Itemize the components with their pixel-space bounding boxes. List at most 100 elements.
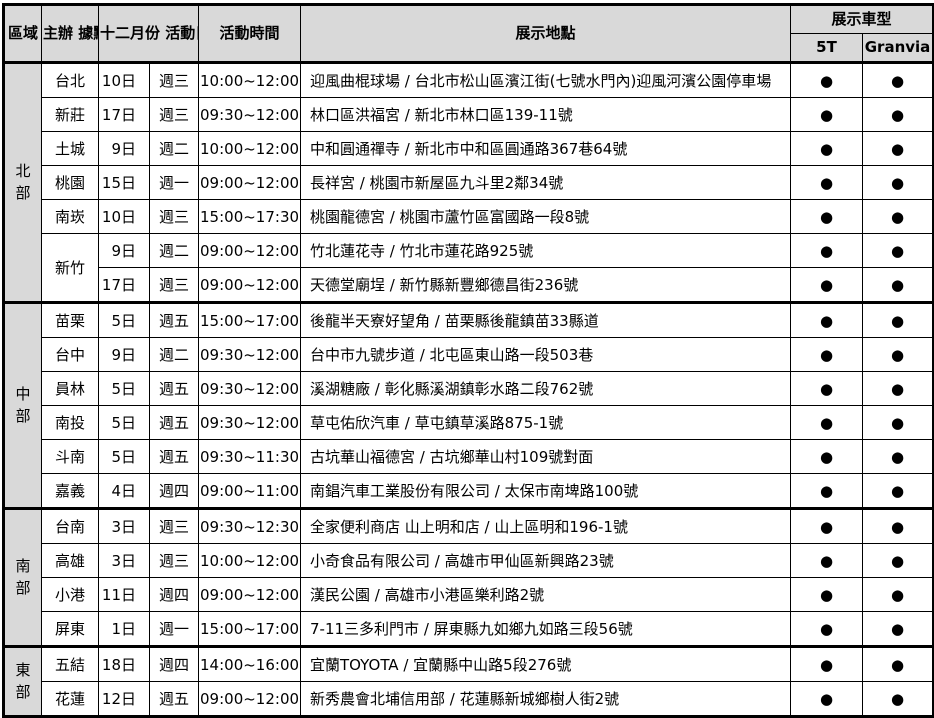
table-header: 區域 主辦 據點 十二月份 活動日期 活動時間 展示地點 展示車型 5T Gra… — [3, 4, 934, 63]
host-cell: 台北 — [41, 61, 99, 98]
location-cell: 林口區洪福宮 / 新北市林口區139-11號 — [300, 97, 792, 132]
time-cell: 09:00~12:00 — [198, 681, 302, 717]
table-row: 高雄 3日 週三 10:00~12:00 小奇食品有限公司 / 高雄市甲仙區新興路23號… — [4, 543, 934, 578]
date-cell: 11日 — [98, 577, 150, 612]
model-5t-dot: ● — [790, 371, 864, 406]
weekday-cell: 週二 — [148, 233, 200, 268]
table-row: 東部 五結 18日 週四 14:00~16:00 宜蘭TOYOTA / 宜蘭縣中山路5段2… — [3, 645, 934, 717]
model-granvia-dot: ● — [862, 97, 934, 132]
region-label: 東部 — [15, 660, 31, 701]
time-cell: 15:00~17:30 — [198, 199, 302, 234]
schedule-table-body: 北部 台北 10日 週三 10:00~12:00 迎風曲棍球場 / 台北市松山區濱江街(七… — [3, 61, 934, 717]
weekday-cell: 週四 — [148, 645, 200, 682]
header-model-group: 展示車型 — [790, 4, 934, 34]
region-label: 中部 — [15, 384, 31, 425]
host-cell: 台中 — [41, 337, 99, 372]
model-5t-dot: ● — [790, 681, 864, 717]
time-cell: 10:00~12:00 — [198, 131, 302, 166]
date-cell: 3日 — [98, 543, 150, 578]
model-granvia-dot: ● — [862, 61, 934, 98]
location-cell: 古坑華山福德宮 / 古坑鄉華山村109號對面 — [300, 439, 792, 474]
host-cell: 台南 — [41, 507, 99, 544]
host-cell: 土城 — [41, 131, 99, 166]
model-5t-dot: ● — [790, 473, 864, 509]
location-cell: 迎風曲棍球場 / 台北市松山區濱江街(七號水門內)迎風河濱公園停車場 — [300, 61, 792, 98]
model-5t-dot: ● — [790, 439, 864, 474]
region-cell: 南部 — [3, 507, 42, 647]
date-cell: 17日 — [98, 97, 150, 132]
location-cell: 天德堂廟埕 / 新竹縣新豐鄉德昌街236號 — [300, 267, 792, 303]
table-row: 斗南 5日 週五 09:30~11:30 古坑華山福德宮 / 古坑鄉華山村109號對面 ●… — [4, 439, 934, 474]
model-5t-dot: ● — [790, 611, 864, 647]
weekday-cell: 週三 — [148, 199, 200, 234]
location-cell: 溪湖糖廠 / 彰化縣溪湖鎮彰水路二段762號 — [300, 371, 792, 406]
model-granvia-dot: ● — [862, 611, 934, 647]
location-cell: 漢民公園 / 高雄市小港區樂利路2號 — [300, 577, 792, 612]
time-cell: 10:00~12:00 — [198, 543, 302, 578]
date-cell: 1日 — [98, 611, 150, 647]
date-cell: 10日 — [98, 199, 150, 234]
model-granvia-dot: ● — [862, 681, 934, 717]
header-date-group: 十二月份 活動日期 — [97, 4, 200, 63]
host-cell: 南投 — [41, 405, 99, 440]
header-time: 活動時間 — [198, 4, 302, 63]
model-granvia-dot: ● — [862, 473, 934, 509]
date-cell: 5日 — [98, 405, 150, 440]
model-5t-dot: ● — [790, 97, 864, 132]
date-cell: 4日 — [98, 473, 150, 509]
time-cell: 09:30~12:30 — [198, 507, 302, 544]
time-cell: 09:30~12:00 — [198, 337, 302, 372]
region-cell: 北部 — [3, 61, 42, 303]
weekday-cell: 週五 — [148, 371, 200, 406]
time-cell: 09:00~11:00 — [198, 473, 302, 509]
table-row: 17日 週三 09:00~12:00 天德堂廟埕 / 新竹縣新豐鄉德昌街236號 ● ● — [4, 267, 934, 303]
model-5t-dot: ● — [790, 131, 864, 166]
date-cell: 3日 — [98, 507, 150, 544]
date-cell: 12日 — [98, 681, 150, 717]
table-row: 新竹 9日 週二 09:00~12:00 竹北蓮花寺 / 竹北市蓮花路925號 ● ● — [4, 233, 934, 303]
region-label: 北部 — [15, 161, 31, 202]
region-cell: 東部 — [3, 645, 42, 717]
model-5t-dot: ● — [790, 61, 864, 98]
model-5t-dot: ● — [790, 337, 864, 372]
region-cell: 中部 — [3, 301, 42, 509]
model-granvia-dot: ● — [862, 645, 934, 682]
time-cell: 15:00~17:00 — [198, 611, 302, 647]
date-cell: 9日 — [98, 337, 150, 372]
time-cell: 09:00~12:00 — [198, 577, 302, 612]
location-cell: 全家便利商店 山上明和店 / 山上區明和196-1號 — [300, 507, 792, 544]
weekday-cell: 週三 — [148, 507, 200, 544]
model-granvia-dot: ● — [862, 371, 934, 406]
date-cell: 5日 — [98, 439, 150, 474]
time-cell: 09:00~12:00 — [198, 165, 302, 200]
date-cell: 9日 — [98, 131, 150, 166]
model-5t-dot: ● — [790, 199, 864, 234]
model-5t-dot: ● — [790, 267, 864, 303]
model-granvia-dot: ● — [862, 233, 934, 268]
table-row: 花蓮 12日 週五 09:00~12:00 新秀農會北埔信用部 / 花蓮縣新城鄉樹人街2… — [4, 681, 934, 717]
date-cell: 5日 — [98, 301, 150, 338]
location-cell: 長祥宮 / 桃園市新屋區九斗里2鄰34號 — [300, 165, 792, 200]
location-cell: 台中市九號步道 / 北屯區東山路一段503巷 — [300, 337, 792, 372]
date-cell: 9日 — [98, 233, 150, 268]
weekday-cell: 週五 — [148, 301, 200, 338]
host-cell: 屏東 — [41, 611, 99, 647]
weekday-cell: 週五 — [148, 681, 200, 717]
weekday-cell: 週一 — [148, 165, 200, 200]
weekday-cell: 週四 — [148, 473, 200, 509]
weekday-cell: 週三 — [148, 267, 200, 303]
time-cell: 09:00~12:00 — [198, 233, 302, 268]
host-cell: 新竹 — [41, 233, 99, 303]
date-cell: 18日 — [98, 645, 150, 682]
model-5t-dot: ● — [790, 405, 864, 440]
header-location: 展示地點 — [300, 4, 792, 63]
host-cell: 五結 — [41, 645, 99, 682]
model-granvia-dot: ● — [862, 301, 934, 338]
event-schedule-sheet: 區域 主辦 據點 十二月份 活動日期 活動時間 展示地點 展示車型 5T Gra… — [2, 3, 934, 718]
table-row: 桃園 15日 週一 09:00~12:00 長祥宮 / 桃園市新屋區九斗里2鄰34號 ● ● — [4, 165, 934, 200]
model-granvia-dot: ● — [862, 439, 934, 474]
model-granvia-dot: ● — [862, 507, 934, 544]
weekday-cell: 週五 — [148, 439, 200, 474]
weekday-cell: 週五 — [148, 405, 200, 440]
header-host: 主辦 據點 — [41, 4, 99, 63]
